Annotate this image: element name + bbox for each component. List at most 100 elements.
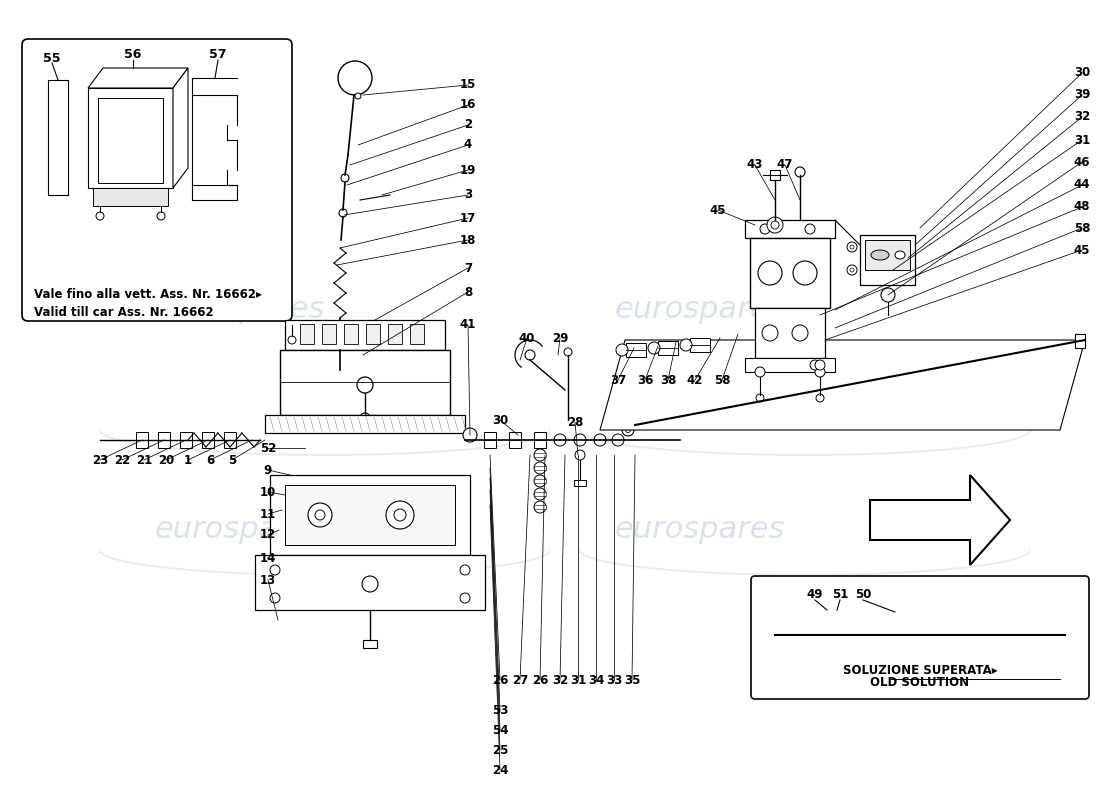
Circle shape xyxy=(626,427,630,433)
Text: 28: 28 xyxy=(566,415,583,429)
Bar xyxy=(410,324,424,344)
Circle shape xyxy=(815,367,825,377)
Text: 22: 22 xyxy=(114,454,130,466)
Bar xyxy=(366,324,379,344)
Circle shape xyxy=(762,325,778,341)
Text: 17: 17 xyxy=(460,211,476,225)
Text: 5: 5 xyxy=(228,454,236,466)
Circle shape xyxy=(394,509,406,521)
Bar xyxy=(755,308,825,358)
Circle shape xyxy=(616,344,628,356)
Text: 32: 32 xyxy=(1074,110,1090,123)
Bar xyxy=(270,475,470,555)
Circle shape xyxy=(554,434,566,446)
Circle shape xyxy=(648,342,660,354)
Text: 54: 54 xyxy=(492,723,508,737)
Bar xyxy=(626,343,646,357)
Text: 8: 8 xyxy=(464,286,472,298)
Circle shape xyxy=(534,488,546,500)
Text: 14: 14 xyxy=(260,551,276,565)
Bar xyxy=(534,492,546,496)
Circle shape xyxy=(825,625,845,645)
Bar xyxy=(224,432,236,448)
Circle shape xyxy=(760,224,770,234)
Bar xyxy=(98,98,163,183)
Circle shape xyxy=(308,503,332,527)
Text: 42: 42 xyxy=(686,374,703,386)
Text: 52: 52 xyxy=(260,442,276,454)
Circle shape xyxy=(612,434,624,446)
Text: 34: 34 xyxy=(587,674,604,686)
Circle shape xyxy=(792,325,808,341)
Circle shape xyxy=(339,209,346,217)
Bar xyxy=(265,415,465,433)
Text: eurospares: eurospares xyxy=(615,515,785,545)
Text: 55: 55 xyxy=(43,51,60,65)
Text: 19: 19 xyxy=(460,163,476,177)
Circle shape xyxy=(771,221,779,229)
Text: 47: 47 xyxy=(777,158,793,171)
Text: eurospares: eurospares xyxy=(155,515,326,545)
Circle shape xyxy=(96,212,104,220)
Text: 13: 13 xyxy=(260,574,276,586)
Text: 58: 58 xyxy=(714,374,730,386)
Circle shape xyxy=(847,265,857,275)
Text: 25: 25 xyxy=(492,743,508,757)
Bar xyxy=(300,324,313,344)
Circle shape xyxy=(793,261,817,285)
Circle shape xyxy=(315,510,324,520)
Circle shape xyxy=(816,394,824,402)
Text: 35: 35 xyxy=(624,674,640,686)
Text: 43: 43 xyxy=(747,158,763,171)
Circle shape xyxy=(270,565,280,575)
Bar xyxy=(88,88,173,188)
Circle shape xyxy=(575,450,585,460)
Text: 49: 49 xyxy=(806,589,823,602)
Circle shape xyxy=(594,434,606,446)
Circle shape xyxy=(756,394,764,402)
Circle shape xyxy=(795,167,805,177)
Circle shape xyxy=(360,413,370,423)
Text: 26: 26 xyxy=(531,674,548,686)
Text: 15: 15 xyxy=(460,78,476,91)
Bar xyxy=(534,432,546,448)
Circle shape xyxy=(621,424,634,436)
Circle shape xyxy=(525,350,535,360)
Bar xyxy=(509,432,521,448)
Text: SOLUZIONE SUPERATA▸: SOLUZIONE SUPERATA▸ xyxy=(843,663,998,677)
Bar xyxy=(180,432,192,448)
Circle shape xyxy=(463,428,477,442)
Circle shape xyxy=(767,217,783,233)
Circle shape xyxy=(534,475,546,487)
Text: 6: 6 xyxy=(206,454,214,466)
Circle shape xyxy=(850,268,854,272)
Text: 4: 4 xyxy=(464,138,472,151)
Polygon shape xyxy=(48,80,68,195)
Text: 36: 36 xyxy=(637,374,653,386)
Circle shape xyxy=(157,212,165,220)
Bar xyxy=(745,220,835,238)
Text: 20: 20 xyxy=(158,454,174,466)
Text: 7: 7 xyxy=(464,262,472,274)
Bar xyxy=(534,453,546,457)
Circle shape xyxy=(355,93,361,99)
Polygon shape xyxy=(88,68,188,88)
Text: 56: 56 xyxy=(124,49,142,62)
Text: 51: 51 xyxy=(832,589,848,602)
Text: 46: 46 xyxy=(1074,155,1090,169)
Bar xyxy=(745,358,835,372)
Circle shape xyxy=(850,245,854,249)
Text: 10: 10 xyxy=(260,486,276,498)
FancyBboxPatch shape xyxy=(22,39,292,321)
Text: 18: 18 xyxy=(460,234,476,246)
Circle shape xyxy=(755,367,764,377)
Text: 9: 9 xyxy=(264,463,272,477)
Text: 24: 24 xyxy=(492,763,508,777)
Circle shape xyxy=(958,622,982,646)
Circle shape xyxy=(358,377,373,393)
Circle shape xyxy=(534,449,546,461)
Circle shape xyxy=(810,360,820,370)
Polygon shape xyxy=(600,340,1085,430)
Bar xyxy=(770,170,780,180)
Bar xyxy=(534,505,546,509)
